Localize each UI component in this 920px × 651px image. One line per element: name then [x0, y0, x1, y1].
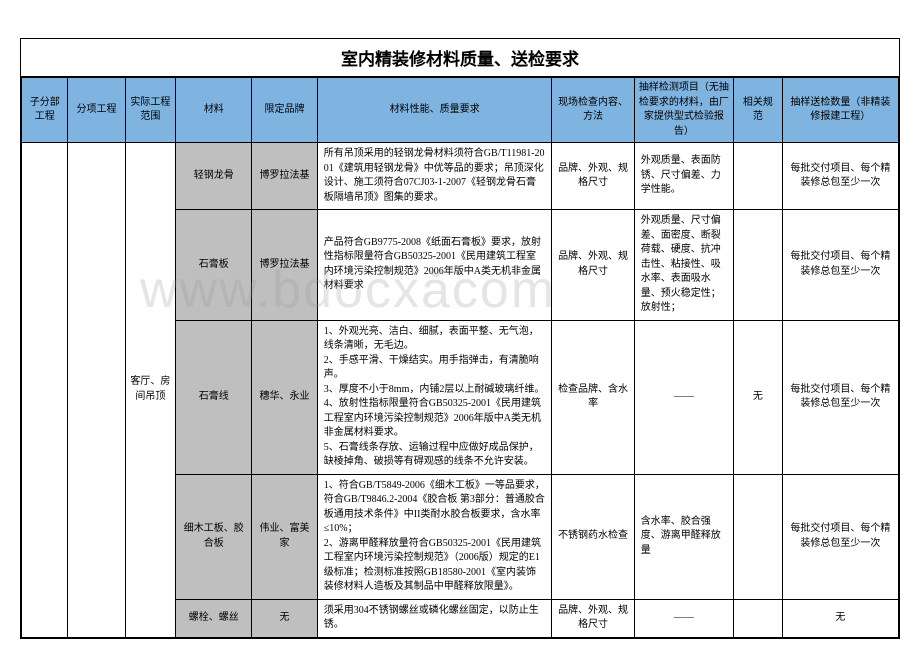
cell-brand: 博罗拉法基: [252, 143, 318, 210]
cell-req: 所有吊顶采用的轻钢龙骨材料须符合GB/T11981-2001《建筑用轻钢龙骨》中…: [317, 143, 552, 210]
cell-req: 1、外观光亮、洁白、细腻，表面平整、无气泡，线条清晰，无毛边。2、手感平滑、干燥…: [317, 320, 552, 474]
cell-spec: [734, 599, 783, 637]
cell-material: 细木工板、胶合板: [176, 474, 252, 599]
header-c7: 现场检查内容、方法: [552, 78, 634, 143]
cell-qty: 无: [782, 599, 898, 637]
cell-qty: 每批交付项目、每个精装修总包至少一次: [782, 320, 898, 474]
cell-spec: 无: [734, 320, 783, 474]
cell-brand: 博罗拉法基: [252, 210, 318, 321]
cell-brand: 伟业、富美家: [252, 474, 318, 599]
cell-item: [68, 143, 125, 638]
cell-inspect: 不锈钢药水检查: [552, 474, 634, 599]
cell-qty: 每批交付项目、每个精装修总包至少一次: [782, 143, 898, 210]
cell-req: 须采用304不锈钢螺丝或磷化螺丝固定，以防止生锈。: [317, 599, 552, 637]
cell-spec: [734, 474, 783, 599]
cell-scope: 客厅、房间吊顶: [125, 143, 176, 638]
cell-test: 外观质量、表面防锈、尺寸偏差、力学性能。: [634, 143, 733, 210]
materials-table: 子分部工程 分项工程 实际工程范围 材料 限定品牌 材料性能、质量要求 现场检查…: [21, 77, 899, 638]
cell-test: ——: [634, 320, 733, 474]
cell-inspect: 检查品牌、含水率: [552, 320, 634, 474]
header-c8: 抽样检测项目（无抽检要求的材料，由厂家提供型式检验报告）: [634, 78, 733, 143]
cell-material: 轻钢龙骨: [176, 143, 252, 210]
header-c1: 子分部工程: [22, 78, 68, 143]
cell-test: ——: [634, 599, 733, 637]
cell-qty: 每批交付项目、每个精装修总包至少一次: [782, 474, 898, 599]
cell-test: 含水率、胶合强度、游离甲醛释放量: [634, 474, 733, 599]
cell-qty: 每批交付项目、每个精装修总包至少一次: [782, 210, 898, 321]
cell-subdiv: [22, 143, 68, 638]
header-c5: 限定品牌: [252, 78, 318, 143]
header-c3: 实际工程范围: [125, 78, 176, 143]
header-c6: 材料性能、质量要求: [317, 78, 552, 143]
cell-inspect: 品牌、外观、规格尺寸: [552, 210, 634, 321]
document-page: 室内精装修材料质量、送检要求 子分部工程 分项工程 实际工程范围 材料 限定品牌…: [20, 38, 900, 639]
header-c2: 分项工程: [68, 78, 125, 143]
table-row: 客厅、房间吊顶 轻钢龙骨 博罗拉法基 所有吊顶采用的轻钢龙骨材料须符合GB/T1…: [22, 143, 899, 210]
header-c4: 材料: [176, 78, 252, 143]
cell-test: 外观质量、尺寸偏差、面密度、断裂荷载、硬度、抗冲击性、粘接性、吸水率、表面吸水量…: [634, 210, 733, 321]
cell-spec: [734, 143, 783, 210]
header-c9: 相关规范: [734, 78, 783, 143]
header-row: 子分部工程 分项工程 实际工程范围 材料 限定品牌 材料性能、质量要求 现场检查…: [22, 78, 899, 143]
cell-spec: [734, 210, 783, 321]
cell-material: 螺栓、螺丝: [176, 599, 252, 637]
cell-material: 石膏线: [176, 320, 252, 474]
cell-inspect: 品牌、外观、规格尺寸: [552, 599, 634, 637]
cell-brand: 无: [252, 599, 318, 637]
cell-material: 石膏板: [176, 210, 252, 321]
cell-req: 1、符合GB/T5849-2006《细木工板》一等品要求，符合GB/T9846.…: [317, 474, 552, 599]
header-c10: 抽样送检数量（非精装修报建工程）: [782, 78, 898, 143]
cell-inspect: 品牌、外观、规格尺寸: [552, 143, 634, 210]
cell-brand: 穗华、永业: [252, 320, 318, 474]
document-title: 室内精装修材料质量、送检要求: [21, 39, 899, 77]
cell-req: 产品符合GB9775-2008《纸面石膏板》要求，放射性指标限量符合GB5032…: [317, 210, 552, 321]
